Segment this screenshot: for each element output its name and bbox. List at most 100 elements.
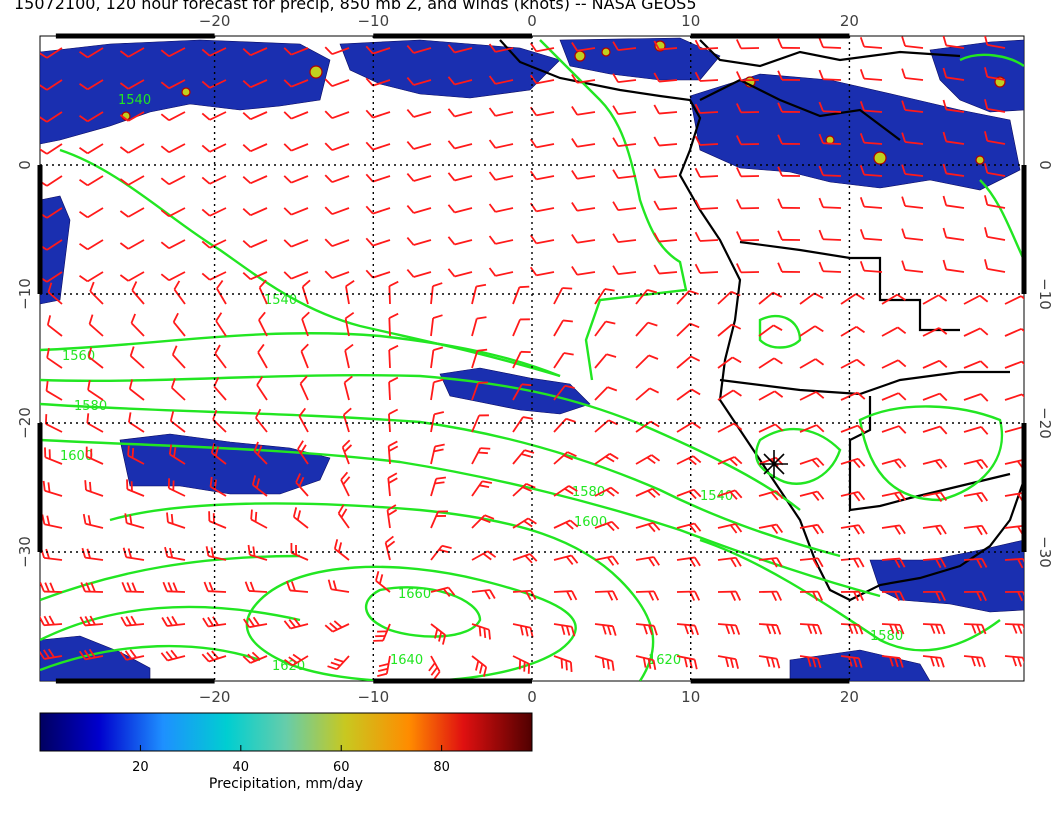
wind-barb: [120, 615, 145, 627]
wind-barb: [653, 136, 678, 147]
wind-barb: [286, 681, 308, 703]
wind-barb: [635, 521, 661, 533]
wind-barb: [512, 589, 537, 601]
wind-barb: [327, 579, 350, 593]
contour-label: 1580: [870, 629, 903, 644]
wind-barb: [818, 69, 842, 81]
wind-barb: [942, 227, 965, 241]
wind-barb: [406, 236, 432, 246]
wind-barb: [676, 421, 701, 433]
wind-barb: [377, 655, 391, 677]
wind-barb: [171, 345, 186, 369]
wind-barb: [242, 175, 268, 185]
contour-label: 1540: [700, 489, 733, 504]
wind-barb: [922, 557, 947, 569]
wind-barb: [984, 195, 1006, 209]
precip-region-northeast-corner: [929, 39, 1024, 113]
wind-barb: [79, 79, 104, 91]
wind-barb: [717, 590, 742, 601]
wind-barb: [653, 264, 678, 275]
wind-barb: [840, 457, 866, 469]
wind-barb: [124, 513, 145, 529]
border-4: [699, 78, 901, 141]
wind-barb: [777, 166, 801, 177]
wind-barb: [337, 504, 350, 529]
lat-tick-label-right: −10: [1036, 278, 1054, 310]
wind-barb: [344, 311, 355, 337]
wind-barb: [365, 269, 391, 279]
wind-barb: [512, 449, 535, 465]
wind-barb: [447, 108, 473, 118]
wind-barb: [881, 655, 904, 668]
lon-tick-label-bottom: −20: [199, 688, 231, 706]
wind-barb: [365, 205, 391, 215]
wind-barb: [529, 74, 555, 85]
wind-barb: [694, 167, 719, 178]
wind-barb: [471, 348, 488, 369]
wind-barb: [758, 523, 784, 535]
wind-barb: [428, 655, 441, 681]
wind-barb: [777, 70, 801, 81]
lon-tick-label-top: −10: [357, 12, 389, 30]
wind-barb: [512, 350, 531, 369]
wind-barb: [1004, 655, 1024, 668]
wind-barb: [881, 623, 905, 635]
page-title: 15072100, 120 hour forecast for precip, …: [14, 0, 697, 13]
wind-barb: [735, 71, 760, 82]
wind-barb: [984, 163, 1006, 177]
wind-barb: [635, 487, 661, 499]
wind-barb: [859, 69, 883, 81]
wind-barb: [256, 376, 268, 401]
axis-border-bars: [37, 33, 1027, 684]
wind-barb: [79, 207, 104, 219]
wind-barb: [119, 47, 145, 58]
wind-barb: [447, 140, 473, 150]
wind-barb: [942, 259, 965, 273]
wind-barb: [127, 445, 145, 465]
lon-tick-label-top: 0: [527, 12, 537, 30]
lon-tick-label-bottom: 20: [840, 688, 859, 706]
wind-barb: [488, 43, 514, 53]
wind-barb: [758, 423, 784, 433]
wind-barb: [40, 79, 63, 91]
wind-barb: [40, 143, 63, 155]
wind-barb: [160, 47, 186, 58]
wind-barb: [40, 615, 63, 627]
wind-barb: [242, 651, 268, 664]
wind-barb: [881, 590, 905, 602]
wind-barb: [594, 320, 616, 337]
precip-region-west-edge: [40, 195, 71, 305]
wind-barb: [942, 67, 965, 81]
wind-barb: [201, 239, 227, 249]
wind-barb: [447, 268, 473, 278]
wind-barb: [777, 198, 801, 209]
wind-barb: [1004, 590, 1024, 602]
wind-barb: [571, 201, 596, 212]
wind-barb: [341, 439, 353, 465]
wind-barb: [512, 416, 533, 433]
colorbar-tick-label: 80: [433, 760, 450, 775]
wind-barb: [471, 589, 496, 600]
wind-barb: [901, 100, 924, 113]
wind-barb: [214, 344, 227, 369]
wind-barb: [735, 199, 760, 210]
wind-barb: [430, 378, 444, 401]
wind-barb: [365, 77, 391, 87]
wind-barb: [571, 41, 596, 52]
wind-barb: [283, 271, 309, 280]
wind-barb: [942, 163, 965, 177]
wind-barb: [901, 68, 924, 81]
wind-barb: [384, 535, 396, 561]
lon-tick-label-top: 10: [681, 12, 700, 30]
wind-barb: [963, 590, 987, 602]
wind-barb: [799, 490, 825, 501]
contour-label: 1560: [62, 349, 95, 364]
wind-barb: [553, 590, 578, 601]
lon-tick-label-bottom: 10: [681, 688, 700, 706]
wind-barb: [758, 623, 782, 635]
wind-barb: [244, 680, 267, 700]
wind-barb: [201, 111, 227, 121]
wind-barb: [529, 42, 555, 53]
wind-barb: [79, 47, 104, 59]
wind-barb: [922, 392, 948, 402]
